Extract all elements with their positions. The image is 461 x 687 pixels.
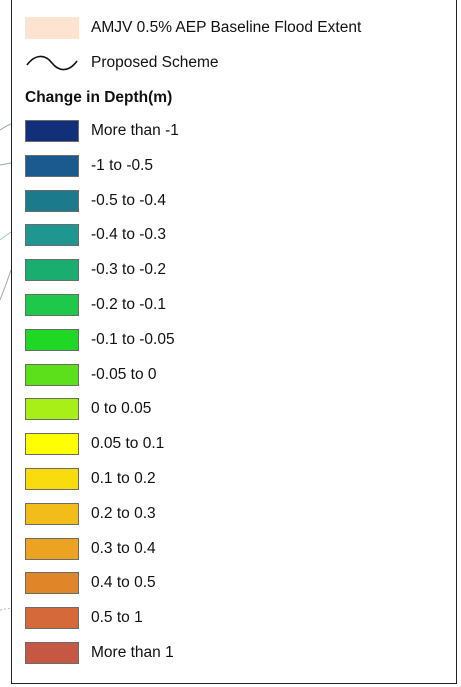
depth-class-swatch: [25, 468, 79, 490]
depth-class-label: 0.05 to 0.1: [91, 435, 165, 453]
proposed-scheme-line-icon: [26, 55, 78, 71]
legend-item-depth-class: -0.2 to -0.1: [25, 293, 166, 317]
depth-class-swatch: [25, 572, 79, 595]
depth-class-swatch: [25, 398, 79, 421]
depth-class-swatch: [25, 154, 79, 177]
proposed-scheme-label: Proposed Scheme: [91, 54, 219, 71]
depth-class-label: -0.05 to 0: [91, 365, 157, 383]
depth-class-label: -0.4 to -0.3: [91, 226, 166, 244]
depth-class-label: 0 to 0.05: [91, 400, 152, 418]
depth-class-swatch: [25, 120, 79, 142]
depth-class-swatch: [25, 642, 79, 664]
depth-class-swatch: [25, 607, 79, 630]
map-legend: AMJV 0.5% AEP Baseline Flood Extent Prop…: [11, 0, 457, 684]
legend-item-depth-class: 0.05 to 0.1: [25, 432, 164, 456]
legend-item-depth-class: 0.5 to 1: [25, 606, 143, 630]
legend-item-depth-class: -0.5 to -0.4: [25, 189, 166, 213]
baseline-flood-label: AMJV 0.5% AEP Baseline Flood Extent: [91, 19, 362, 36]
legend-item-scheme: Proposed Scheme: [25, 51, 219, 75]
depth-class-swatch: [25, 502, 79, 525]
depth-class-label: -0.2 to -0.1: [91, 296, 166, 313]
depth-class-swatch: [25, 363, 79, 386]
baseline-flood-swatch: [25, 17, 79, 39]
depth-class-label: -0.3 to -0.2: [91, 261, 166, 279]
legend-item-depth-class: More than -1: [25, 119, 179, 143]
depth-class-label: -0.1 to -0.05: [91, 330, 175, 348]
legend-item-depth-class: 0.4 to 0.5: [25, 571, 156, 595]
depth-class-label: 0.1 to 0.2: [91, 470, 156, 487]
legend-item-depth-class: -1 to -0.5: [25, 154, 153, 178]
depth-class-swatch: [25, 294, 79, 316]
depth-class-swatch: [25, 189, 79, 212]
depth-class-label: -1 to -0.5: [91, 156, 154, 174]
legend-item-depth-class: 0 to 0.05: [25, 397, 151, 421]
legend-item-depth-class: -0.4 to -0.3: [25, 223, 166, 247]
depth-class-swatch: [25, 537, 79, 560]
legend-item-depth-class: 0.2 to 0.3: [25, 502, 156, 526]
depth-class-label: 0.2 to 0.3: [91, 504, 156, 522]
legend-item-depth-class: -0.3 to -0.2: [25, 258, 166, 282]
legend-item-baseline: AMJV 0.5% AEP Baseline Flood Extent: [25, 16, 361, 40]
depth-class-label: 0.4 to 0.5: [91, 574, 156, 592]
depth-class-swatch: [25, 224, 79, 247]
legend-item-depth-class: 0.3 to 0.4: [25, 537, 156, 561]
depth-class-swatch: [25, 433, 79, 456]
depth-class-label: More than 1: [91, 644, 174, 661]
depth-class-swatch: [25, 328, 79, 351]
depth-class-label: 0.5 to 1: [91, 609, 143, 627]
legend-item-depth-class: 0.1 to 0.2: [25, 467, 156, 491]
legend-heading: Change in Depth(m): [25, 89, 173, 106]
legend-item-depth-class: -0.1 to -0.05: [25, 328, 175, 352]
depth-class-label: -0.5 to -0.4: [91, 191, 166, 209]
legend-item-depth-class: -0.05 to 0: [25, 363, 157, 387]
depth-class-swatch: [25, 259, 79, 282]
depth-class-label: More than -1: [91, 122, 179, 139]
legend-item-depth-class: More than 1: [25, 641, 174, 665]
depth-class-label: 0.3 to 0.4: [91, 539, 156, 557]
